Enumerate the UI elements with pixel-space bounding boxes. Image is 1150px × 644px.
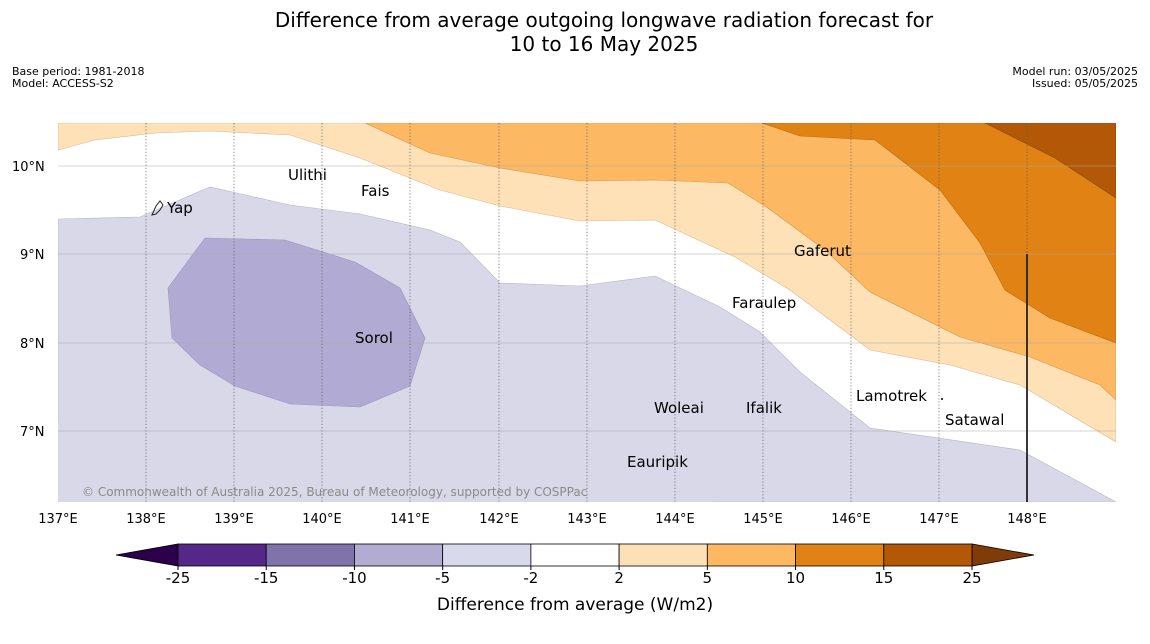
title-line-2: 10 to 16 May 2025 <box>509 32 699 56</box>
place-lamotrek: Lamotrek <box>856 387 927 405</box>
place-woleai: Woleai <box>654 399 704 417</box>
colorbar: -25 -15 -10 -5 -2 2 5 10 15 25 Difference from av… <box>115 543 1035 615</box>
meta-left: Base period: 1981-2018 Model: ACCESS-S2 <box>12 66 144 90</box>
place-ulithi: Ulithi <box>288 166 327 184</box>
colorbar-tick-label: 15 <box>874 569 893 587</box>
place-fais: Fais <box>361 182 390 200</box>
lon-label-148e: 148°E <box>1007 512 1047 527</box>
issued-date: Issued: 05/05/2025 <box>1031 77 1138 90</box>
colorbar-segment <box>795 543 885 567</box>
model-name: Model: ACCESS-S2 <box>12 77 114 90</box>
colorbar-ticks: -25 -15 -10 -5 -2 2 5 10 15 25 <box>166 566 982 587</box>
colorbar-tick-label: 5 <box>703 569 713 587</box>
meta-right: Model run: 03/05/2025 Issued: 05/05/2025 <box>1012 66 1138 90</box>
place-ifalik: Ifalik <box>746 399 782 417</box>
colorbar-segment <box>442 543 532 567</box>
colorbar-tick-label: -15 <box>254 569 279 587</box>
colorbar-extend-high <box>971 543 1035 567</box>
contour-pos-5-10 <box>364 123 1116 401</box>
colorbar-tick-label: -10 <box>342 569 367 587</box>
lon-label-144e: 144°E <box>655 512 695 527</box>
place-satawal: Satawal <box>945 411 1004 429</box>
colorbar-segment <box>354 543 444 567</box>
colorbar-tick-label: 2 <box>614 569 624 587</box>
colorbar-tick-label: 10 <box>786 569 805 587</box>
place-yap: Yap <box>166 199 193 217</box>
lat-label-8n: 8°N <box>20 337 45 352</box>
lon-label-146e: 146°E <box>831 512 871 527</box>
contour-white-bottom <box>58 409 715 502</box>
map-credit: © Commonwealth of Australia 2025, Bureau… <box>82 485 587 499</box>
colorbar-segments <box>177 543 973 567</box>
colorbar-label: Difference from average (W/m2) <box>437 595 713 615</box>
lat-label-7n: 7°N <box>20 425 45 440</box>
colorbar-tick-label: -5 <box>435 569 450 587</box>
colorbar-segment <box>265 543 355 567</box>
contour-pos-15-25 <box>984 123 1116 199</box>
colorbar-segment <box>706 543 796 567</box>
title-line-1: Difference from average outgoing longwav… <box>274 8 934 32</box>
base-period: Base period: 1981-2018 <box>12 65 145 78</box>
model-run: Model run: 03/05/2025 <box>1012 65 1138 78</box>
colorbar-segment <box>883 543 973 567</box>
lon-label-140e: 140°E <box>302 512 342 527</box>
colorbar-segment <box>618 543 708 567</box>
lat-label-9n: 9°N <box>20 248 45 263</box>
colorbar-segment <box>177 543 267 567</box>
place-eauripik: Eauripik <box>627 453 688 471</box>
place-gaferut: Gaferut <box>794 242 851 260</box>
lat-labels: 10°N 9°N 8°N 7°N <box>12 160 45 440</box>
chart-title: Difference from average outgoing longwav… <box>0 8 1150 56</box>
lon-label-145e: 145°E <box>743 512 783 527</box>
lon-labels: 137°E 138°E 139°E 140°E 141°E 142°E 143°… <box>38 512 1047 527</box>
place-labels: Yap Ulithi Fais Gaferut Faraulep Sorol W… <box>166 166 1004 471</box>
island-marker-dot <box>941 398 943 400</box>
colorbar-tick-label: 25 <box>962 569 981 587</box>
colorbar-tick-label: -2 <box>523 569 538 587</box>
lon-label-138e: 138°E <box>126 512 166 527</box>
lon-label-141e: 141°E <box>390 512 430 527</box>
colorbar-tick-label: -25 <box>166 569 191 587</box>
colorbar-segment <box>530 543 620 567</box>
colorbar-extend-low <box>115 543 179 567</box>
lon-label-142e: 142°E <box>479 512 519 527</box>
lat-label-10n: 10°N <box>12 160 45 175</box>
lon-label-143e: 143°E <box>567 512 607 527</box>
lon-label-137e: 137°E <box>38 512 78 527</box>
place-faraulep: Faraulep <box>732 294 796 312</box>
lon-label-147e: 147°E <box>919 512 959 527</box>
lon-label-139e: 139°E <box>214 512 254 527</box>
place-sorol: Sorol <box>355 329 393 347</box>
map-area: Yap Ulithi Fais Gaferut Faraulep Sorol W… <box>58 123 1116 502</box>
yap-island-shape <box>151 200 164 216</box>
